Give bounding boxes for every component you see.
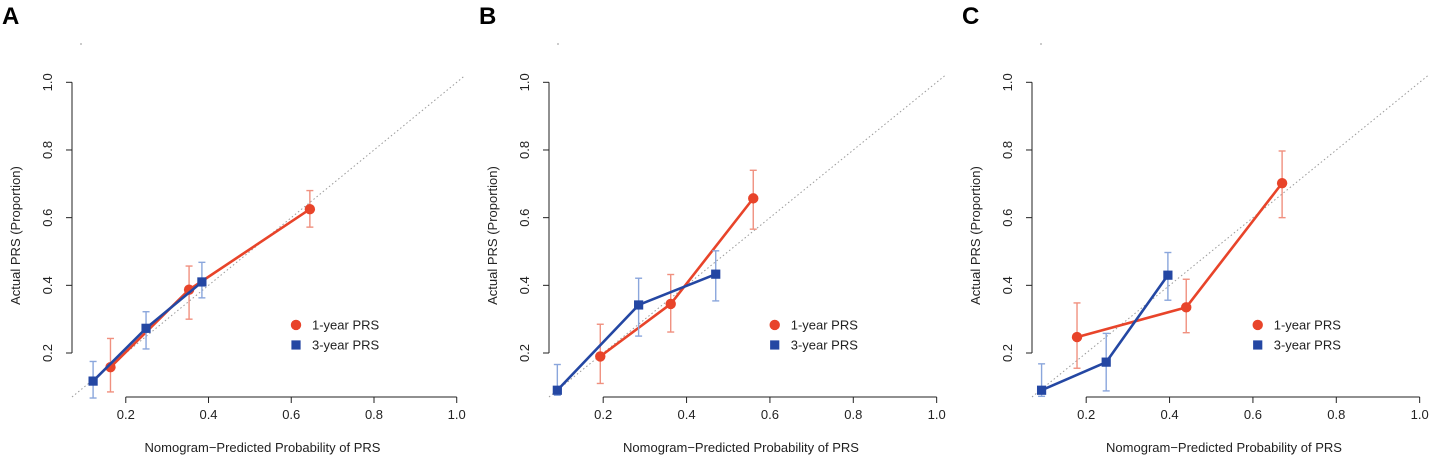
legend: 1-year PRS 3-year PRS (1252, 317, 1342, 352)
x-tick-label: 0.2 (117, 407, 135, 422)
data-point (634, 300, 644, 310)
data-point (197, 277, 207, 287)
y-axis-title: Actual PRS (Proportion) (485, 166, 500, 305)
x-tick-label: 0.4 (678, 407, 696, 422)
y-tick-label: 0.6 (1000, 209, 1015, 227)
series-3-year (552, 250, 721, 397)
series-1-year (595, 169, 759, 385)
legend-label: 1-year PRS (312, 317, 380, 332)
panel-letter: A (2, 3, 19, 30)
x-axis-title: Nomogram−Predicted Probability of PRS (623, 440, 859, 455)
data-point (1071, 331, 1083, 343)
panel-c: C 0.2 0.4 0.6 0.8 1.0 0.2 0.4 0.6 0.8 1.0 Nomogram−… (962, 3, 1429, 455)
panel-letter: C (962, 3, 979, 30)
y-tick-label: 0.4 (40, 276, 55, 294)
legend: 1-year PRS 3-year PRS (769, 317, 859, 352)
data-point (183, 284, 195, 295)
x-tick-label: 0.8 (365, 407, 383, 422)
y-tick-label: 0.2 (517, 344, 532, 362)
y-tick-label: 1.0 (517, 73, 532, 91)
data-point (88, 376, 98, 386)
legend-marker (770, 340, 780, 350)
data-point (748, 193, 759, 204)
x-tick-label: 1.0 (928, 407, 946, 422)
x-tick-label: 0.6 (282, 407, 300, 422)
x-axis-title: Nomogram−Predicted Probability of PRS (1106, 440, 1342, 455)
legend-marker (291, 340, 301, 350)
panel-a: A 0.2 0.4 0.6 0.8 1.0 0.2 0.4 0.6 0.8 1.0 Nomogram−… (2, 3, 466, 455)
data-point (1181, 302, 1192, 313)
legend-marker (769, 319, 780, 331)
series-3-year (1036, 251, 1173, 398)
x-axis-title: Nomogram−Predicted Probability of PRS (145, 440, 381, 455)
legend-label: 1-year PRS (1274, 317, 1342, 332)
y-tick-label: 0.4 (1000, 276, 1015, 294)
x-tick-label: 0.8 (1327, 407, 1345, 422)
reference-diagonal (71, 75, 466, 398)
series-line (556, 272, 717, 392)
legend-marker (1253, 340, 1263, 350)
x-tick-label: 1.0 (1411, 407, 1429, 422)
legend-label: 1-year PRS (791, 317, 859, 332)
y-tick-label: 1.0 (40, 73, 55, 91)
series-1-year (1071, 150, 1288, 369)
x-tick-label: 0.4 (199, 407, 217, 422)
data-point (141, 323, 151, 333)
legend-label: 3-year PRS (312, 337, 380, 352)
y-tick-label: 0.8 (517, 141, 532, 159)
data-point (711, 269, 721, 279)
y-tick-label: 0.6 (40, 209, 55, 227)
data-point (1276, 177, 1288, 189)
y-axis-title: Actual PRS (Proportion) (8, 166, 23, 305)
data-point (1101, 357, 1111, 367)
x-tick-label: 0.2 (1077, 407, 1095, 422)
series-1-year (105, 189, 316, 393)
data-point (595, 351, 606, 362)
panel-b: B 0.2 0.4 0.6 0.8 1.0 0.2 0.4 0.6 0.8 1.0 Nomogram−… (479, 3, 946, 455)
x-tick-label: 0.8 (844, 407, 862, 422)
y-tick-label: 0.2 (40, 344, 55, 362)
x-tick-label: 0.6 (1244, 407, 1262, 422)
y-tick-label: 0.6 (517, 209, 532, 227)
panel-letter: B (479, 3, 496, 30)
y-tick-label: 0.8 (1000, 141, 1015, 159)
data-point (1036, 385, 1047, 395)
series-line (1076, 182, 1284, 339)
x-tick-label: 0.6 (761, 407, 779, 422)
series-line (599, 197, 755, 358)
legend: 1-year PRS 3-year PRS (290, 317, 380, 352)
y-tick-label: 0.8 (40, 141, 55, 159)
y-tick-label: 1.0 (1000, 73, 1015, 91)
x-tick-label: 0.4 (1161, 407, 1179, 422)
legend-marker (290, 319, 302, 331)
y-axis-title: Actual PRS (Proportion) (968, 166, 983, 305)
series-line (109, 208, 311, 369)
data-point (304, 203, 316, 215)
data-point (552, 385, 562, 395)
reference-diagonal (1031, 75, 1429, 398)
series-3-year (88, 261, 207, 399)
legend-label: 3-year PRS (791, 337, 859, 352)
y-tick-label: 0.2 (1000, 344, 1015, 362)
y-tick-label: 0.4 (517, 276, 532, 294)
legend-marker (1252, 319, 1263, 331)
data-point (665, 298, 676, 310)
reference-diagonal (548, 75, 946, 398)
x-tick-label: 0.2 (594, 407, 612, 422)
legend-label: 3-year PRS (1274, 337, 1342, 352)
data-point (1163, 270, 1173, 280)
x-tick-label: 1.0 (448, 407, 466, 422)
